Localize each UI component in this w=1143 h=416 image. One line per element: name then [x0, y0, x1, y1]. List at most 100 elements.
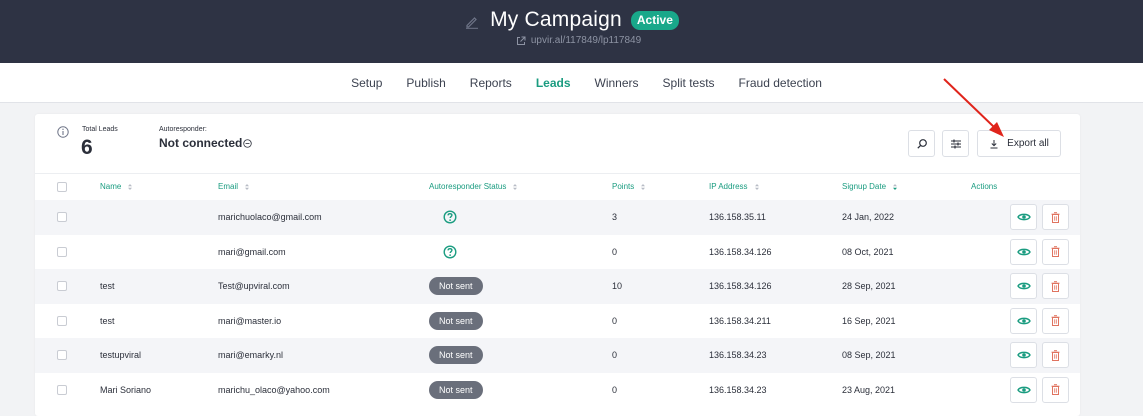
eye-icon [1016, 213, 1031, 221]
lead-signup-date: 16 Sep, 2021 [842, 315, 896, 326]
row-checkbox[interactable] [57, 246, 67, 257]
sort-icon [127, 183, 133, 191]
trash-icon [1051, 211, 1060, 223]
delete-lead-button[interactable] [1042, 376, 1069, 403]
lead-email: mari@gmail.com [218, 246, 286, 257]
view-lead-button[interactable] [1010, 376, 1037, 403]
view-lead-button[interactable] [1010, 273, 1037, 299]
column-header-signup-date[interactable]: Signup Date [842, 174, 898, 200]
lead-name: testupviral [100, 350, 142, 360]
tab-fraud-detection[interactable]: Fraud detection [738, 75, 822, 90]
autoresponder-label: Autoresponder: [159, 126, 207, 133]
minus-circle-icon[interactable] [243, 138, 253, 148]
pencil-icon[interactable] [464, 13, 480, 29]
autoresponder-status: Not connected [159, 136, 253, 150]
campaign-title: My Campaign [490, 8, 622, 31]
trash-icon [1051, 280, 1060, 292]
info-icon[interactable] [57, 126, 69, 138]
tab-winners[interactable]: Winners [594, 75, 639, 90]
download-icon [990, 139, 998, 148]
delete-lead-button[interactable] [1042, 342, 1069, 368]
filter-icon [950, 139, 961, 148]
tab-reports[interactable]: Reports [469, 75, 512, 90]
lead-name: test [100, 281, 115, 291]
trash-icon [1051, 384, 1060, 395]
row-checkbox[interactable] [57, 281, 67, 291]
sort-icon [640, 183, 646, 191]
delete-lead-button[interactable] [1042, 238, 1069, 265]
column-header-email[interactable]: Email [218, 174, 250, 200]
sort-icon [244, 183, 250, 191]
search-button[interactable] [908, 130, 935, 157]
autoresponder-status-badge: Not sent [429, 380, 483, 399]
filter-button[interactable] [942, 130, 969, 157]
campaign-header: My Campaign Active upvir.al/117849/lp117… [0, 0, 1143, 63]
eye-icon [1016, 351, 1031, 359]
delete-lead-button[interactable] [1042, 307, 1069, 334]
leads-card: Total Leads 6 Autoresponder: Not connect… [35, 114, 1080, 416]
lead-ip-address: 136.158.34.211 [709, 315, 771, 326]
lead-ip-address: 136.158.35.11 [709, 212, 766, 222]
title-row: My Campaign Active [0, 6, 1143, 34]
row-checkbox[interactable] [57, 315, 67, 326]
autoresponder-value: Not connected [159, 136, 243, 150]
table-row[interactable]: test mari@master.io Not sent 0 136.158.34.21… [35, 304, 1080, 339]
lead-points: 0 [612, 246, 618, 257]
table-row[interactable]: Mari Soriano marichu_olaco@yahoo.com Not s… [35, 373, 1080, 408]
row-checkbox[interactable] [57, 384, 67, 395]
sort-icon [754, 183, 760, 191]
lead-email: mari@emarky.nl [218, 350, 283, 360]
view-lead-button[interactable] [1010, 307, 1037, 334]
column-header-actions: Actions [971, 174, 997, 200]
lead-signup-date: 24 Jan, 2022 [842, 212, 895, 222]
total-leads-label: Total Leads [82, 126, 118, 133]
row-checkbox[interactable] [57, 212, 67, 222]
column-header-name[interactable]: Name [100, 174, 133, 200]
autoresponder-status-badge: Not sent [429, 277, 483, 295]
table-row[interactable]: mari@gmail.com 0 136.158.34.126 08 Oct, 202… [35, 235, 1080, 270]
table-row[interactable]: testupviral mari@emarky.nl Not sent 0 136.15… [35, 338, 1080, 373]
table-row[interactable]: test Test@upviral.com Not sent 10 136.158.34… [35, 269, 1080, 304]
question-circle-icon[interactable] [443, 210, 457, 224]
campaign-url-row[interactable]: upvir.al/117849/lp117849 [0, 35, 1143, 46]
export-all-button[interactable]: Export all [977, 130, 1061, 157]
lead-signup-date: 23 Aug, 2021 [842, 384, 896, 395]
campaign-url[interactable]: upvir.al/117849/lp117849 [530, 35, 642, 46]
lead-email: mari@master.io [218, 315, 282, 326]
lead-points: 10 [612, 281, 623, 291]
external-link-icon [516, 36, 526, 45]
view-lead-button[interactable] [1010, 238, 1037, 265]
column-header-points[interactable]: Points [612, 174, 646, 200]
column-actions-label: Actions [971, 182, 998, 191]
lead-signup-date: 08 Sep, 2021 [842, 350, 896, 360]
eye-icon [1016, 248, 1031, 255]
total-leads-count: 6 [81, 136, 93, 159]
column-points-label: Points [612, 182, 635, 191]
view-lead-button[interactable] [1010, 342, 1037, 368]
column-header-ip-address[interactable]: IP Address [709, 174, 760, 200]
select-all-checkbox[interactable] [57, 182, 67, 192]
table-row[interactable]: marichuolaco@gmail.com 3 136.158.35.11 24 J… [35, 200, 1080, 235]
lead-ip-address: 136.158.34.126 [709, 281, 772, 291]
leads-summary: Total Leads 6 Autoresponder: Not connect… [35, 114, 1080, 173]
column-date-label: Signup Date [842, 182, 887, 191]
row-checkbox[interactable] [57, 350, 67, 360]
delete-lead-button[interactable] [1042, 273, 1069, 299]
tab-split-tests[interactable]: Split tests [662, 75, 715, 90]
lead-signup-date: 08 Oct, 2021 [842, 246, 894, 257]
lead-ip-address: 136.158.34.23 [709, 350, 767, 360]
question-circle-icon[interactable] [443, 244, 457, 259]
column-header-autoresponder-status[interactable]: Autoresponder Status [429, 174, 518, 200]
table-body: marichuolaco@gmail.com 3 136.158.35.11 24 J… [35, 200, 1080, 407]
tab-setup[interactable]: Setup [351, 75, 383, 90]
tab-publish[interactable]: Publish [406, 75, 446, 90]
delete-lead-button[interactable] [1042, 204, 1069, 230]
column-ip-label: IP Address [709, 182, 748, 191]
tab-leads[interactable]: Leads [535, 75, 571, 90]
lead-email: marichuolaco@gmail.com [218, 212, 322, 222]
view-lead-button[interactable] [1010, 204, 1037, 230]
autoresponder-status-badge: Not sent [429, 311, 483, 330]
status-badge: Active [630, 10, 679, 30]
lead-name: Mari Soriano [100, 384, 152, 395]
leads-table: Name Email Autoresponder Status Points I… [35, 173, 1080, 407]
